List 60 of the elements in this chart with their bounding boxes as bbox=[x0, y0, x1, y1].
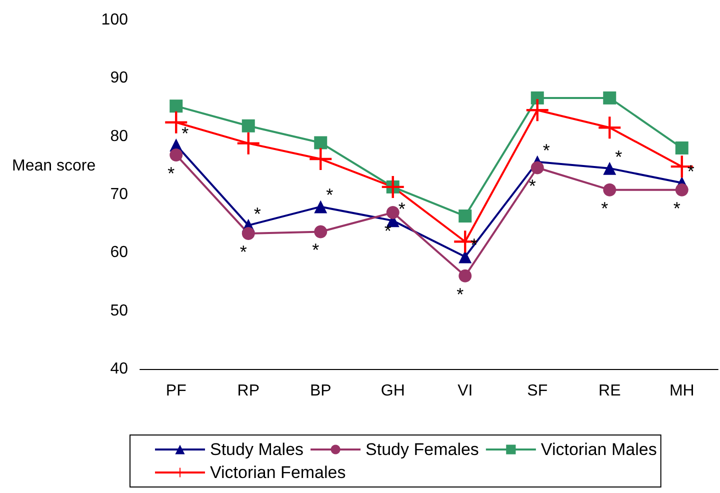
point bbox=[314, 200, 328, 214]
point bbox=[242, 226, 255, 240]
point bbox=[382, 176, 404, 198]
data-label: * bbox=[326, 185, 334, 206]
point bbox=[598, 116, 621, 139]
data-label: * bbox=[240, 242, 247, 262]
y-tick-label: 60 bbox=[110, 244, 128, 262]
data-label: * bbox=[182, 124, 189, 144]
point bbox=[458, 269, 472, 282]
data-label: * bbox=[254, 204, 261, 224]
data-label: * bbox=[384, 221, 392, 242]
data-label: * bbox=[168, 163, 175, 184]
x-tick-label: VI bbox=[458, 382, 473, 400]
point bbox=[603, 162, 616, 175]
x-tick-label: MH bbox=[669, 382, 694, 400]
x-tick-label: PF bbox=[166, 382, 187, 400]
legend-label: Victorian Males bbox=[540, 440, 657, 459]
data-label: * bbox=[456, 284, 464, 304]
x-tick-label: RE bbox=[598, 382, 621, 400]
point bbox=[314, 136, 328, 150]
point bbox=[675, 183, 688, 196]
legend-label: Victorian Females bbox=[210, 463, 346, 482]
point bbox=[603, 91, 616, 104]
x-tick-label: RP bbox=[237, 382, 260, 400]
data-label: * bbox=[601, 198, 608, 218]
data-label: * bbox=[528, 176, 536, 196]
point bbox=[530, 161, 544, 174]
point bbox=[386, 206, 400, 220]
x-tick-label: GH bbox=[380, 382, 405, 400]
point bbox=[237, 132, 260, 154]
y-tick-label: 70 bbox=[110, 186, 128, 203]
point bbox=[603, 183, 616, 196]
point bbox=[458, 210, 472, 223]
y-tick-label: 90 bbox=[110, 70, 128, 87]
data-label: * bbox=[470, 235, 478, 256]
point bbox=[242, 119, 255, 132]
legend-label: Study Males bbox=[210, 440, 304, 459]
y-tick-label: 100 bbox=[101, 12, 128, 28]
y-tick-label: 40 bbox=[110, 360, 128, 378]
legend-label: Study Females bbox=[366, 440, 479, 459]
point bbox=[314, 225, 328, 238]
x-tick-label: SF bbox=[527, 382, 548, 400]
y-axis-title: Mean score bbox=[12, 158, 96, 174]
data-label: * bbox=[312, 240, 320, 260]
point bbox=[310, 148, 332, 170]
point bbox=[458, 250, 472, 264]
point bbox=[170, 100, 183, 113]
point bbox=[165, 111, 188, 134]
point bbox=[170, 148, 183, 162]
data-label: * bbox=[542, 140, 550, 160]
y-tick-label: 80 bbox=[110, 128, 128, 145]
y-tick-label: 50 bbox=[110, 302, 128, 320]
data-label: * bbox=[615, 146, 622, 167]
point bbox=[526, 99, 548, 122]
data-label: * bbox=[673, 198, 680, 218]
point bbox=[530, 91, 544, 104]
point bbox=[675, 141, 688, 154]
x-tick-label: BP bbox=[310, 382, 332, 400]
data-label: * bbox=[398, 199, 406, 220]
data-label: * bbox=[687, 161, 694, 182]
